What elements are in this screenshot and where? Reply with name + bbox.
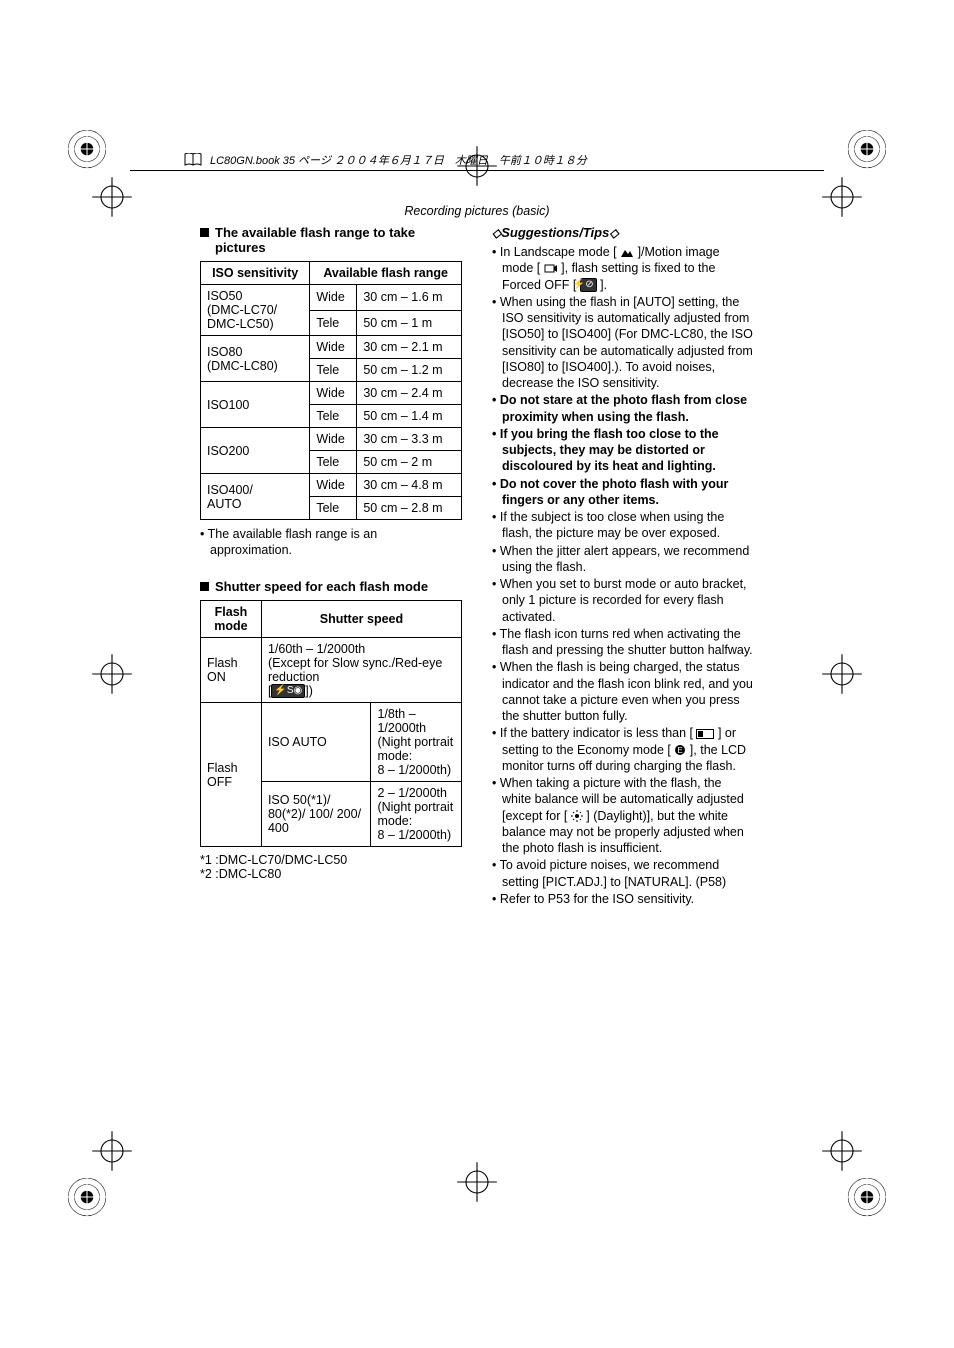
cell-range: 50 cm – 2.8 m <box>357 497 462 520</box>
cell-zoom: Wide <box>310 336 357 359</box>
cell-range: 50 cm – 1 m <box>357 310 462 336</box>
shutter-speed-table: Flash mode Shutter speed Flash ON 1/60th… <box>200 600 462 848</box>
diamond-icon: ◇ <box>492 226 501 240</box>
cell-zoom: Tele <box>310 497 357 520</box>
note-list: The available flash range is an approxim… <box>200 526 462 559</box>
tip-item: To avoid picture noises, we recommend se… <box>492 857 754 890</box>
content-area: The available flash range to take pictur… <box>200 225 754 908</box>
cell-mode: Flash ON <box>201 637 262 703</box>
registration-mark-icon <box>846 1176 888 1218</box>
cell-speed: 1/8th – 1/2000th (Night portrait mode: 8… <box>371 703 462 782</box>
cell-zoom: Wide <box>310 474 357 497</box>
registration-mark-icon <box>66 128 108 170</box>
header-text: LC80GN.book 35 ページ ２００４年６月１７日 木曜日 午前１０時１… <box>210 152 587 168</box>
cell-speed: 1/60th – 1/2000th (Except for Slow sync.… <box>261 637 461 703</box>
flash-range-table: ISO sensitivity Available flash range IS… <box>200 261 462 520</box>
slow-sync-icon: ⚡S◉ <box>271 684 305 698</box>
cell-iso: ISO200 <box>201 428 310 474</box>
tip-item: If the subject is too close when using t… <box>492 509 754 542</box>
right-column: ◇Suggestions/Tips◇ In Landscape mode [ ]… <box>492 225 754 908</box>
heading-shutter-speed: Shutter speed for each flash mode <box>200 579 462 594</box>
tip-item: When using the flash in [AUTO] setting, … <box>492 294 754 392</box>
cell-mode: Flash OFF <box>201 703 262 847</box>
cell-iso: ISO AUTO <box>261 703 371 782</box>
footnote: *2 :DMC-LC80 <box>200 867 462 881</box>
cell-range: 30 cm – 1.6 m <box>357 285 462 311</box>
tip-item: When taking a picture with the flash, th… <box>492 775 754 856</box>
crosshair-icon <box>90 1129 134 1173</box>
crosshair-icon <box>820 652 864 696</box>
cell-zoom: Wide <box>310 382 357 405</box>
tip-item: Do not stare at the photo flash from clo… <box>492 392 754 425</box>
heading-flash-range: The available flash range to take pictur… <box>200 225 462 255</box>
footnotes: *1 :DMC-LC70/DMC-LC50 *2 :DMC-LC80 <box>200 853 462 881</box>
square-bullet-icon <box>200 582 209 591</box>
tip-item: If you bring the flash too close to the … <box>492 426 754 475</box>
tip-item: Refer to P53 for the ISO sensitivity. <box>492 891 754 907</box>
cell-range: 50 cm – 2 m <box>357 451 462 474</box>
cell-zoom: Tele <box>310 359 357 382</box>
cell-zoom: Tele <box>310 451 357 474</box>
cell-iso: ISO100 <box>201 382 310 428</box>
tip-item: Do not cover the photo flash with your f… <box>492 476 754 509</box>
heading-text: Shutter speed for each flash mode <box>215 579 428 594</box>
tip-item: In Landscape mode [ ]/Motion image mode … <box>492 244 754 293</box>
cell-zoom: Tele <box>310 310 357 336</box>
cell-range: 30 cm – 3.3 m <box>357 428 462 451</box>
cell-iso: ISO400/ AUTO <box>201 474 310 520</box>
cell-zoom: Wide <box>310 285 357 311</box>
cell-zoom: Wide <box>310 428 357 451</box>
heading-text: The available flash range to take pictur… <box>215 225 462 255</box>
th-range: Available flash range <box>310 262 462 285</box>
left-column: The available flash range to take pictur… <box>200 225 462 908</box>
note-text: The available flash range is an approxim… <box>200 526 462 559</box>
square-bullet-icon <box>200 228 209 237</box>
tip-item: When the flash is being charged, the sta… <box>492 659 754 724</box>
tip-item: When the jitter alert appears, we recomm… <box>492 543 754 576</box>
tip-item: If the battery indicator is less than [ … <box>492 725 754 774</box>
cell-iso: ISO50 (DMC-LC70/ DMC-LC50) <box>201 285 310 336</box>
diamond-icon: ◇ <box>609 226 618 240</box>
crosshair-icon <box>90 652 134 696</box>
th-iso: ISO sensitivity <box>201 262 310 285</box>
registration-mark-icon <box>66 1176 108 1218</box>
book-icon <box>184 153 202 167</box>
cell-speed: 2 – 1/2000th (Night portrait mode: 8 – 1… <box>371 782 462 847</box>
cell-range: 30 cm – 2.4 m <box>357 382 462 405</box>
th-speed: Shutter speed <box>261 600 461 637</box>
tip-item: The flash icon turns red when activating… <box>492 626 754 659</box>
cell-range: 30 cm – 2.1 m <box>357 336 462 359</box>
tips-list: In Landscape mode [ ]/Motion image mode … <box>492 244 754 907</box>
cell-range: 30 cm – 4.8 m <box>357 474 462 497</box>
tips-header: ◇Suggestions/Tips◇ <box>492 225 754 240</box>
footnote: *1 :DMC-LC70/DMC-LC50 <box>200 853 462 867</box>
svg-text:E: E <box>678 746 683 755</box>
cell-iso: ISO80 (DMC-LC80) <box>201 336 310 382</box>
cell-iso: ISO 50(*1)/ 80(*2)/ 100/ 200/ 400 <box>261 782 371 847</box>
crosshair-icon <box>820 1129 864 1173</box>
crosshair-icon <box>455 1160 499 1204</box>
tip-item: When you set to burst mode or auto brack… <box>492 576 754 625</box>
page-header: LC80GN.book 35 ページ ２００４年６月１７日 木曜日 午前１０時１… <box>184 152 770 170</box>
section-title: Recording pictures (basic) <box>0 204 954 218</box>
header-rule <box>130 170 824 171</box>
cell-zoom: Tele <box>310 405 357 428</box>
registration-mark-icon <box>846 128 888 170</box>
cell-range: 50 cm – 1.2 m <box>357 359 462 382</box>
cell-range: 50 cm – 1.4 m <box>357 405 462 428</box>
th-mode: Flash mode <box>201 600 262 637</box>
